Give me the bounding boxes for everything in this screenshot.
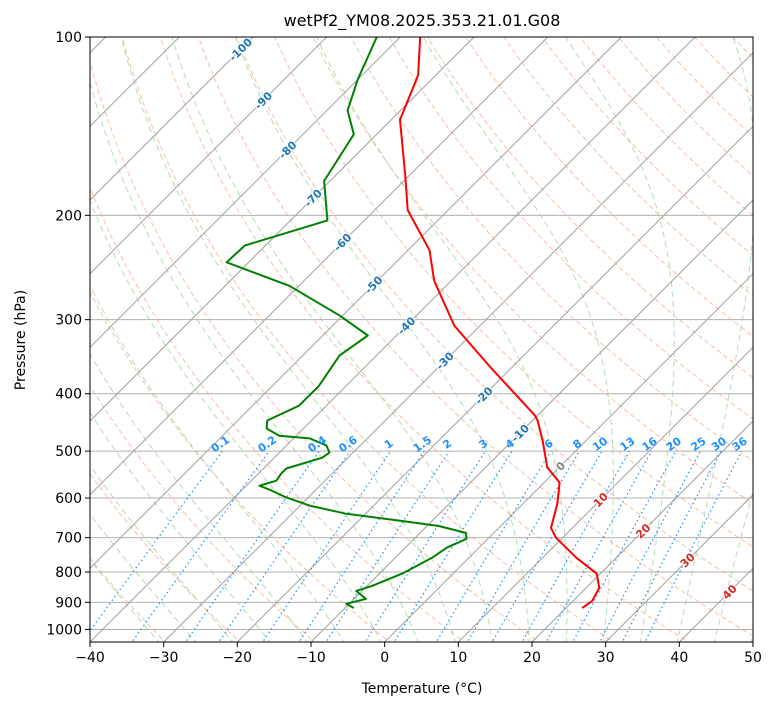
- x-tick-label: 50: [744, 650, 762, 666]
- x-tick-label: 0: [380, 650, 389, 666]
- y-axis-label: Pressure (hPa): [13, 290, 29, 390]
- y-tick-label: 500: [55, 444, 82, 460]
- x-tick-label: −20: [223, 650, 253, 666]
- chart-title: wetPf2_YM08.2025.353.21.01.G08: [284, 11, 561, 31]
- x-tick-label: −30: [149, 650, 179, 666]
- x-tick-label: 20: [523, 650, 541, 666]
- y-tick-label: 1000: [46, 622, 82, 638]
- y-tick-label: 400: [55, 387, 82, 403]
- y-tick-label: 200: [55, 208, 82, 224]
- x-tick-label: −40: [75, 650, 105, 666]
- x-tick-label: 10: [449, 650, 467, 666]
- y-tick-label: 900: [55, 595, 82, 611]
- y-tick-label: 100: [55, 30, 82, 46]
- x-tick-label: 30: [597, 650, 615, 666]
- x-axis-label: Temperature (°C): [361, 681, 483, 697]
- y-tick-label: 800: [55, 565, 82, 581]
- y-tick-label: 700: [55, 531, 82, 547]
- x-tick-label: 40: [670, 650, 688, 666]
- y-tick-label: 300: [55, 313, 82, 329]
- x-tick-label: −10: [296, 650, 326, 666]
- y-tick-label: 600: [55, 491, 82, 507]
